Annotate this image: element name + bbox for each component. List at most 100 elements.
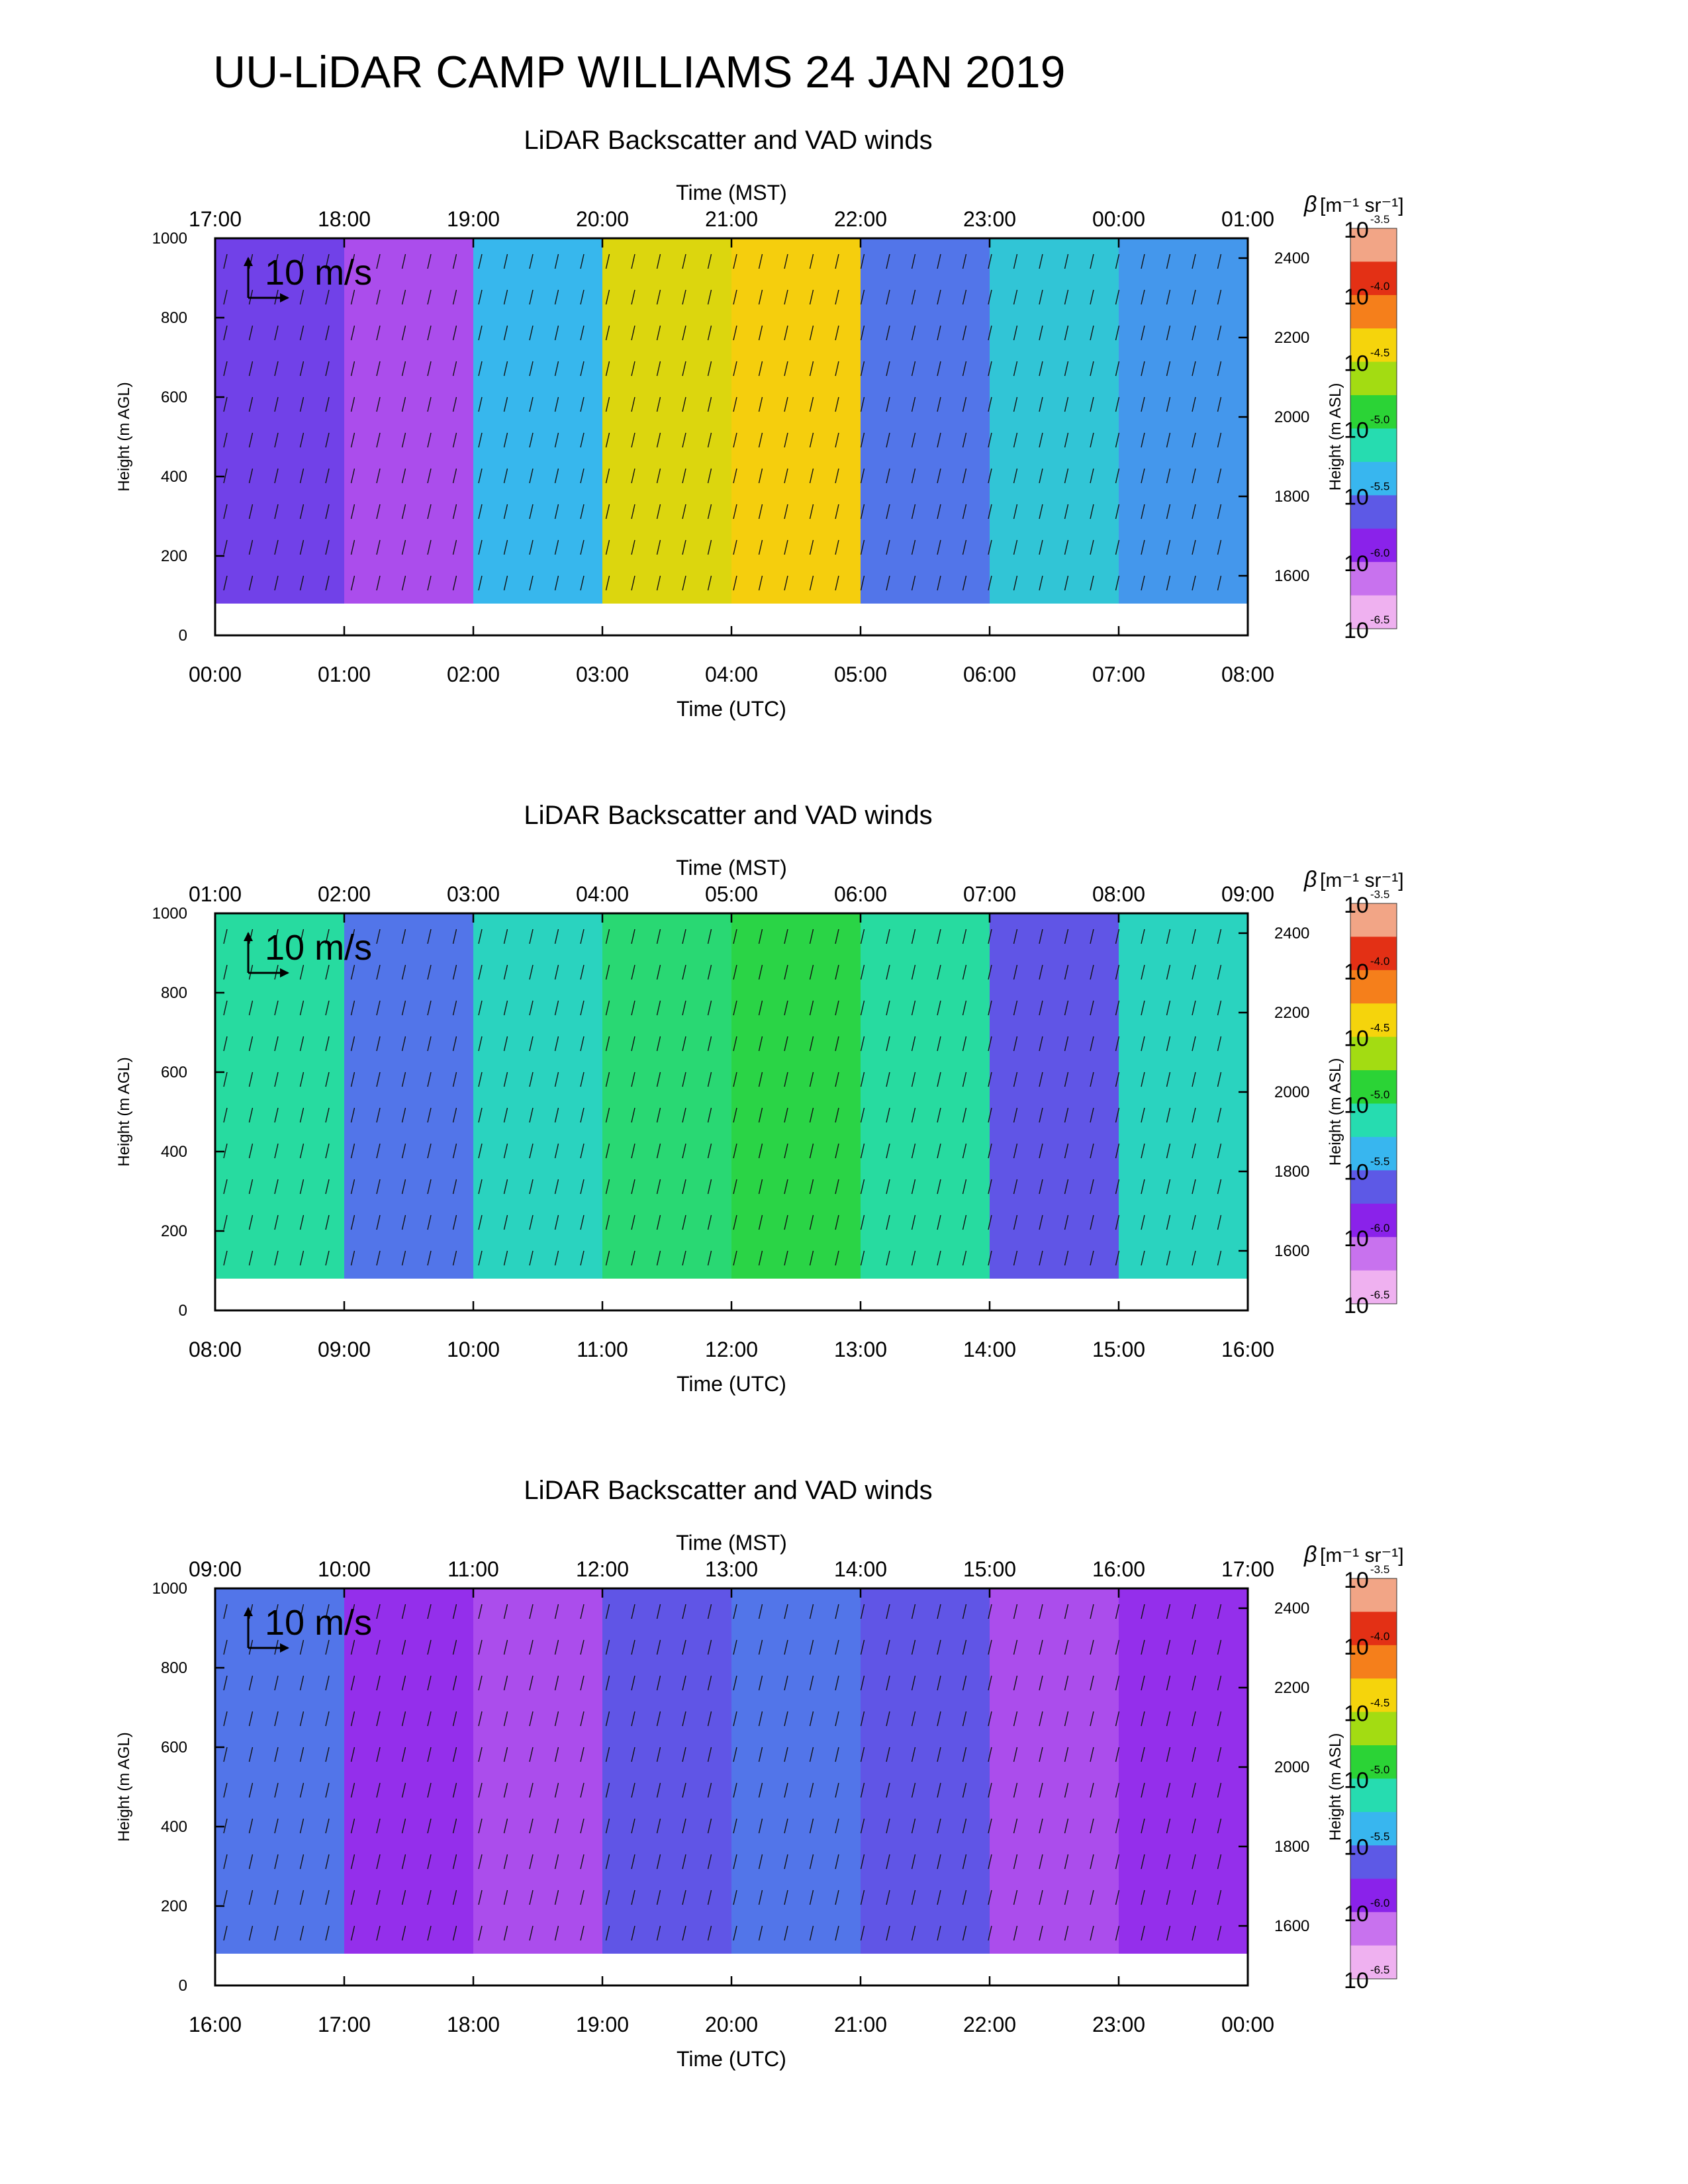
wind-vector — [631, 1639, 635, 1655]
wind-vector — [860, 1179, 865, 1195]
wind-vector — [1013, 1782, 1018, 1798]
colorbar-tick-base: 10 — [1344, 218, 1369, 243]
wind-vector — [1141, 468, 1145, 484]
wind-vector — [223, 964, 228, 980]
wind-vector — [580, 929, 585, 944]
heat-cell — [215, 238, 345, 604]
wind-vector — [1192, 1604, 1196, 1619]
wind-vector — [427, 1889, 432, 1905]
wind-vector — [707, 289, 712, 305]
wind-vector — [682, 575, 686, 591]
colorbar-tick-exponent: -3.5 — [1370, 888, 1389, 901]
wind-vector — [1090, 325, 1094, 341]
wind-vector — [478, 929, 483, 944]
wind-vector — [554, 1036, 559, 1052]
wind-vector — [988, 253, 992, 269]
wind-vector — [962, 1854, 967, 1870]
wind-vector — [631, 325, 635, 341]
y-tick-label: 600 — [161, 388, 187, 406]
wind-vector — [886, 432, 890, 448]
wind-vector — [707, 1782, 712, 1798]
heat-cell — [344, 238, 474, 604]
wind-vector — [962, 468, 967, 484]
wind-vector — [911, 1639, 916, 1655]
wind-vector — [554, 468, 559, 484]
wind-vector — [1217, 1604, 1222, 1619]
wind-vector — [835, 1107, 839, 1123]
wind-vector — [682, 1000, 686, 1016]
wind-vector — [631, 504, 635, 520]
wind-vector — [223, 1747, 228, 1762]
wind-vector — [911, 1604, 916, 1619]
wind-vector — [223, 1925, 228, 1941]
wind-vector — [503, 325, 508, 341]
wind-vector — [478, 1711, 483, 1727]
wind-vector — [631, 1000, 635, 1016]
wind-vector — [376, 325, 381, 341]
wind-vector — [1064, 432, 1069, 448]
wind-vector — [529, 1675, 534, 1691]
colorbar-tick-exponent: -6.0 — [1370, 547, 1389, 559]
x-tick-label-mst: 23:00 — [963, 207, 1016, 231]
wind-vector — [478, 1818, 483, 1834]
wind-vector — [376, 289, 381, 305]
wind-vector — [605, 1711, 610, 1727]
wind-vector — [911, 325, 916, 341]
wind-vector — [707, 1036, 712, 1052]
wind-vector — [580, 1107, 585, 1123]
wind-vector — [886, 1889, 890, 1905]
wind-vector — [452, 1000, 457, 1016]
wind-vector — [1141, 575, 1145, 591]
wind-vector — [580, 1889, 585, 1905]
wind-vector — [707, 468, 712, 484]
x-tick-label-mst: 18:00 — [318, 207, 371, 231]
wind-vector — [1217, 468, 1222, 484]
wind-vector — [758, 929, 763, 944]
wind-vector — [554, 1889, 559, 1905]
wind-vector — [911, 575, 916, 591]
wind-vector — [350, 468, 355, 484]
wind-vector — [937, 1854, 941, 1870]
wind-vector — [554, 289, 559, 305]
wind-vector — [860, 1854, 865, 1870]
wind-vector — [1090, 1639, 1094, 1655]
y2-tick-label: 2400 — [1274, 1600, 1309, 1617]
x-tick-label-utc: 08:00 — [189, 1338, 242, 1361]
panel-1: LiDAR Backscatter and VAD winds 00:00 01:… — [0, 126, 1688, 788]
wind-vector — [809, 1000, 814, 1016]
wind-vector — [962, 1818, 967, 1834]
wind-vector — [1217, 1179, 1222, 1195]
colorbar-tick-base: 10 — [1344, 484, 1369, 510]
wind-vector — [656, 929, 661, 944]
wind-vector — [1064, 361, 1069, 377]
wind-vector — [274, 1214, 279, 1230]
wind-vector — [656, 964, 661, 980]
y-tick-label: 800 — [161, 309, 187, 327]
wind-vector — [1141, 929, 1145, 944]
colorbar-tick-base: 10 — [1344, 1768, 1369, 1794]
wind-vector — [248, 325, 254, 341]
backscatter-plot-1: 00:00 01:00 02:00 03:00 04:00 05:00 06:00 07:00… — [115, 181, 1404, 721]
colorbar-segment — [1350, 1203, 1397, 1238]
wind-vector — [1115, 1107, 1120, 1123]
wind-vector — [682, 289, 686, 305]
wind-vector — [376, 504, 381, 520]
wind-vector — [248, 929, 254, 944]
wind-vector — [733, 1854, 737, 1870]
wind-vector — [988, 1071, 992, 1087]
y-tick-label: 1000 — [152, 230, 187, 248]
wind-vector — [223, 1143, 228, 1159]
wind-vector — [860, 1036, 865, 1052]
wind-vector — [248, 1250, 254, 1266]
wind-vector — [605, 1604, 610, 1619]
wind-vector — [886, 1036, 890, 1052]
wind-vector — [605, 1250, 610, 1266]
wind-vector — [1090, 253, 1094, 269]
wind-vector — [605, 1747, 610, 1762]
wind-vector — [1090, 1854, 1094, 1870]
wind-vector — [529, 1143, 534, 1159]
wind-vector — [248, 1889, 254, 1905]
wind-vector — [784, 1818, 788, 1834]
wind-vector — [325, 325, 330, 341]
y-tick-label: 600 — [161, 1064, 187, 1081]
